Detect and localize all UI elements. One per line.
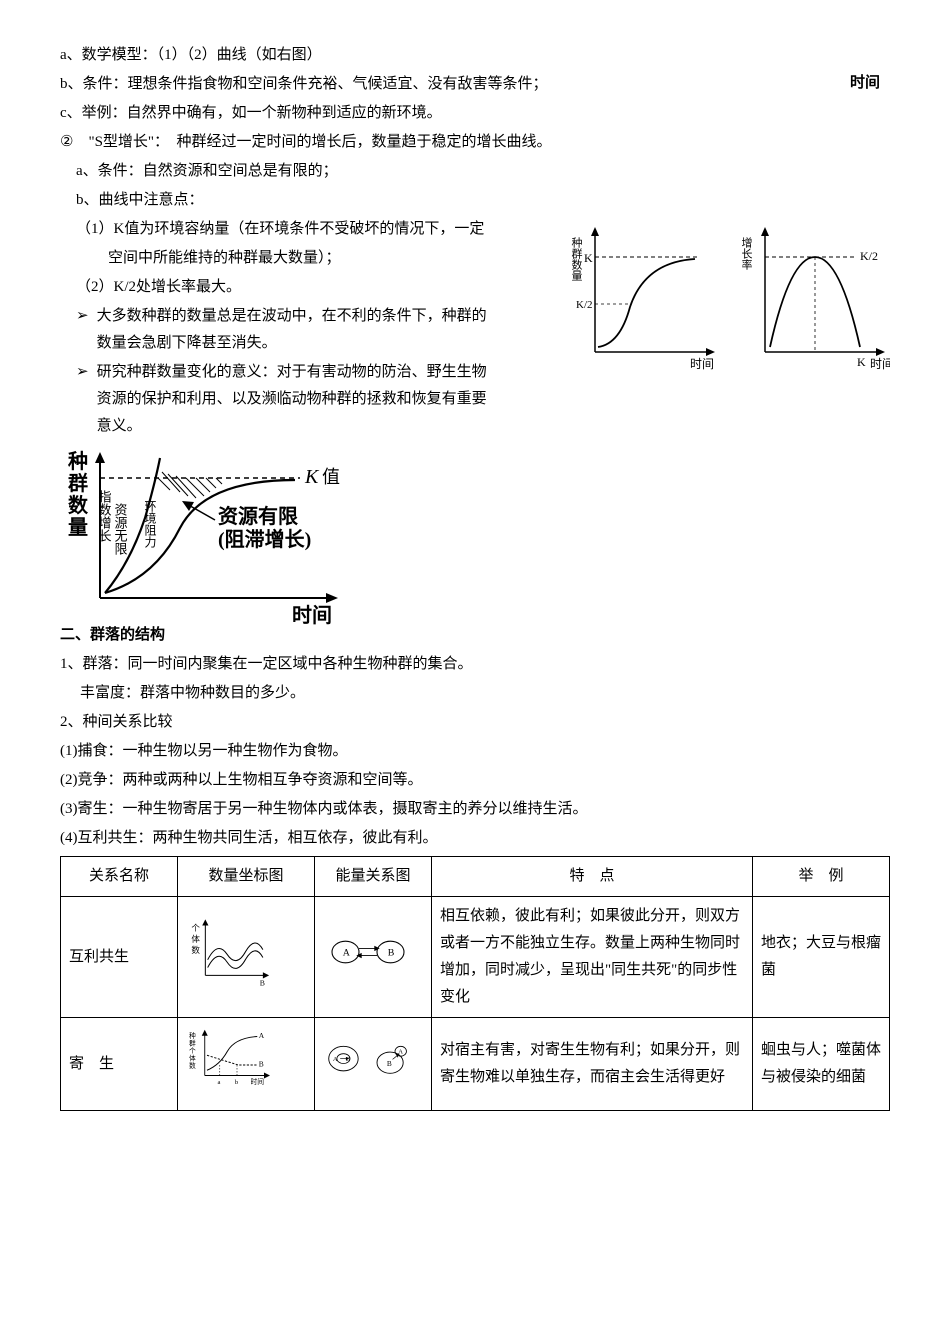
growth-rate-chart: K/2 K 增长率 时间 <box>740 222 890 372</box>
svg-text:A: A <box>333 1056 338 1063</box>
cell-chart: 种 群 个 体 数 A B a b 时间 <box>178 1018 315 1111</box>
th-name: 关系名称 <box>61 857 178 897</box>
cell-example: 地衣；大豆与根瘤菌 <box>753 897 890 1018</box>
svg-text:个: 个 <box>189 1047 196 1055</box>
bullet-2: 研究种群数量变化的意义：对于有害动物的防治、野生生物资源的保护和利用、以及濒临动… <box>97 359 497 440</box>
svg-text:K: K <box>584 251 593 265</box>
svg-text:资源有限: 资源有限 <box>218 504 298 528</box>
svg-text:增长率: 增长率 <box>740 236 753 271</box>
line-e: a、条件：自然资源和空间总是有限的； <box>60 158 890 185</box>
side-charts: K K/2 种群数量 时间 K/2 <box>570 222 890 372</box>
svg-text:种: 种 <box>189 1031 196 1040</box>
line-f: b、曲线中注意点： <box>60 187 890 214</box>
svg-text:体: 体 <box>189 1054 196 1063</box>
svg-text:B: B <box>387 1059 392 1068</box>
th-example: 举 例 <box>753 857 890 897</box>
svg-text:A: A <box>259 1031 265 1040</box>
svg-text:(阻滞增长): (阻滞增长) <box>218 527 311 551</box>
cell-name: 互利共生 <box>61 897 178 1018</box>
cell-energy: A B <box>315 897 432 1018</box>
svg-text:时间: 时间 <box>690 357 714 371</box>
svg-text:群: 群 <box>67 471 88 495</box>
svg-text:环境阻力: 环境阻力 <box>143 500 157 549</box>
cell-desc: 对宿主有害，对寄生生物有利；如果分开，则寄生物难以单独生存，而宿主会生活得更好 <box>432 1018 753 1111</box>
s2-r2: (2)竞争：两种或两种以上生物相互争夺资源和空间等。 <box>60 767 890 794</box>
svg-text:数: 数 <box>191 944 200 955</box>
svg-text:值: 值 <box>322 467 340 487</box>
svg-text:体: 体 <box>191 933 200 944</box>
th-chart: 数量坐标图 <box>178 857 315 897</box>
svg-text:时间: 时间 <box>251 1077 265 1086</box>
svg-text:K/2: K/2 <box>576 299 593 311</box>
cell-chart: 个 体 数 B <box>178 897 315 1018</box>
cell-desc: 相互依赖，彼此有利；如果彼此分开，则双方或者一方不能独立生存。数量上两种生物同时… <box>432 897 753 1018</box>
svg-text:时间: 时间 <box>870 357 890 371</box>
s2-r4: (4)互利共生：两种生物共同生活，相互依存，彼此有利。 <box>60 825 890 852</box>
table-row: 寄 生 种 群 个 体 数 A B a <box>61 1018 890 1111</box>
svg-text:资源无限: 资源无限 <box>113 503 128 555</box>
svg-text:数: 数 <box>68 493 89 517</box>
time-label-top: 时间 <box>850 70 880 97</box>
svg-text:B: B <box>259 1060 264 1069</box>
svg-text:个: 个 <box>191 923 200 933</box>
s2-r3: (3)寄生：一种生物寄居于另一种生物体内或体表，摄取寄主的养分以维持生活。 <box>60 796 890 823</box>
svg-text:B: B <box>260 978 265 987</box>
s2-r1: (1)捕食：一种生物以另一种生物作为食物。 <box>60 738 890 765</box>
svg-text:指数增长: 指数增长 <box>97 490 112 542</box>
svg-text:时间: 时间 <box>292 604 332 627</box>
triangle-icon: ➢ <box>76 359 89 386</box>
s2-l3: 2、种间关系比较 <box>60 709 890 736</box>
svg-text:a: a <box>218 1079 221 1086</box>
svg-text:b: b <box>235 1079 239 1086</box>
line-a: a、数学模型：（1）（2）曲线（如右图） <box>60 42 890 69</box>
th-energy: 能量关系图 <box>315 857 432 897</box>
line-b: b、条件：理想条件指食物和空间条件充裕、气候适宜、没有敌害等条件； <box>60 71 890 98</box>
line-d: ② "S型增长"： 种群经过一定时间的增长后，数量趋于稳定的增长曲线。 <box>60 129 890 156</box>
svg-text:种: 种 <box>67 450 88 473</box>
svg-text:K: K <box>304 466 320 488</box>
svg-text:K: K <box>857 355 866 369</box>
cell-energy: A B A B <box>315 1018 432 1111</box>
svg-text:B: B <box>388 948 395 959</box>
s2-l1: 1、群落：同一时间内聚集在一定区域中各种生物种群的集合。 <box>60 651 890 678</box>
table-row: 互利共生 个 体 数 B A B <box>61 897 890 1018</box>
s2-l2: 丰富度：群落中物种数目的多少。 <box>60 680 890 707</box>
svg-text:种群数量: 种群数量 <box>570 236 583 281</box>
svg-text:A: A <box>398 1049 403 1056</box>
svg-text:K/2: K/2 <box>860 249 878 263</box>
th-desc: 特 点 <box>432 857 753 897</box>
svg-text:A: A <box>343 948 351 959</box>
svg-text:群: 群 <box>189 1039 196 1048</box>
line-c: c、举例：自然界中确有，如一个新物种到适应的新环境。 <box>60 100 890 127</box>
cell-example: 蛔虫与人；噬菌体与被侵染的细菌 <box>753 1018 890 1111</box>
growth-diagram: 种 群 数 量 K 值 指数增长 资源无限 环境阻力 资源有限 (阻滞增长) <box>60 448 320 608</box>
svg-text:数: 数 <box>189 1061 196 1070</box>
svg-text:量: 量 <box>68 516 88 539</box>
relations-table: 关系名称 数量坐标图 能量关系图 特 点 举 例 互利共生 个 体 数 B <box>60 856 890 1111</box>
s-curve-chart: K K/2 种群数量 时间 <box>570 222 720 372</box>
bullet-1: 大多数种群的数量总是在波动中，在不利的条件下，种群的数量会急剧下降甚至消失。 <box>97 303 497 357</box>
cell-name: 寄 生 <box>61 1018 178 1111</box>
triangle-icon: ➢ <box>76 303 89 330</box>
